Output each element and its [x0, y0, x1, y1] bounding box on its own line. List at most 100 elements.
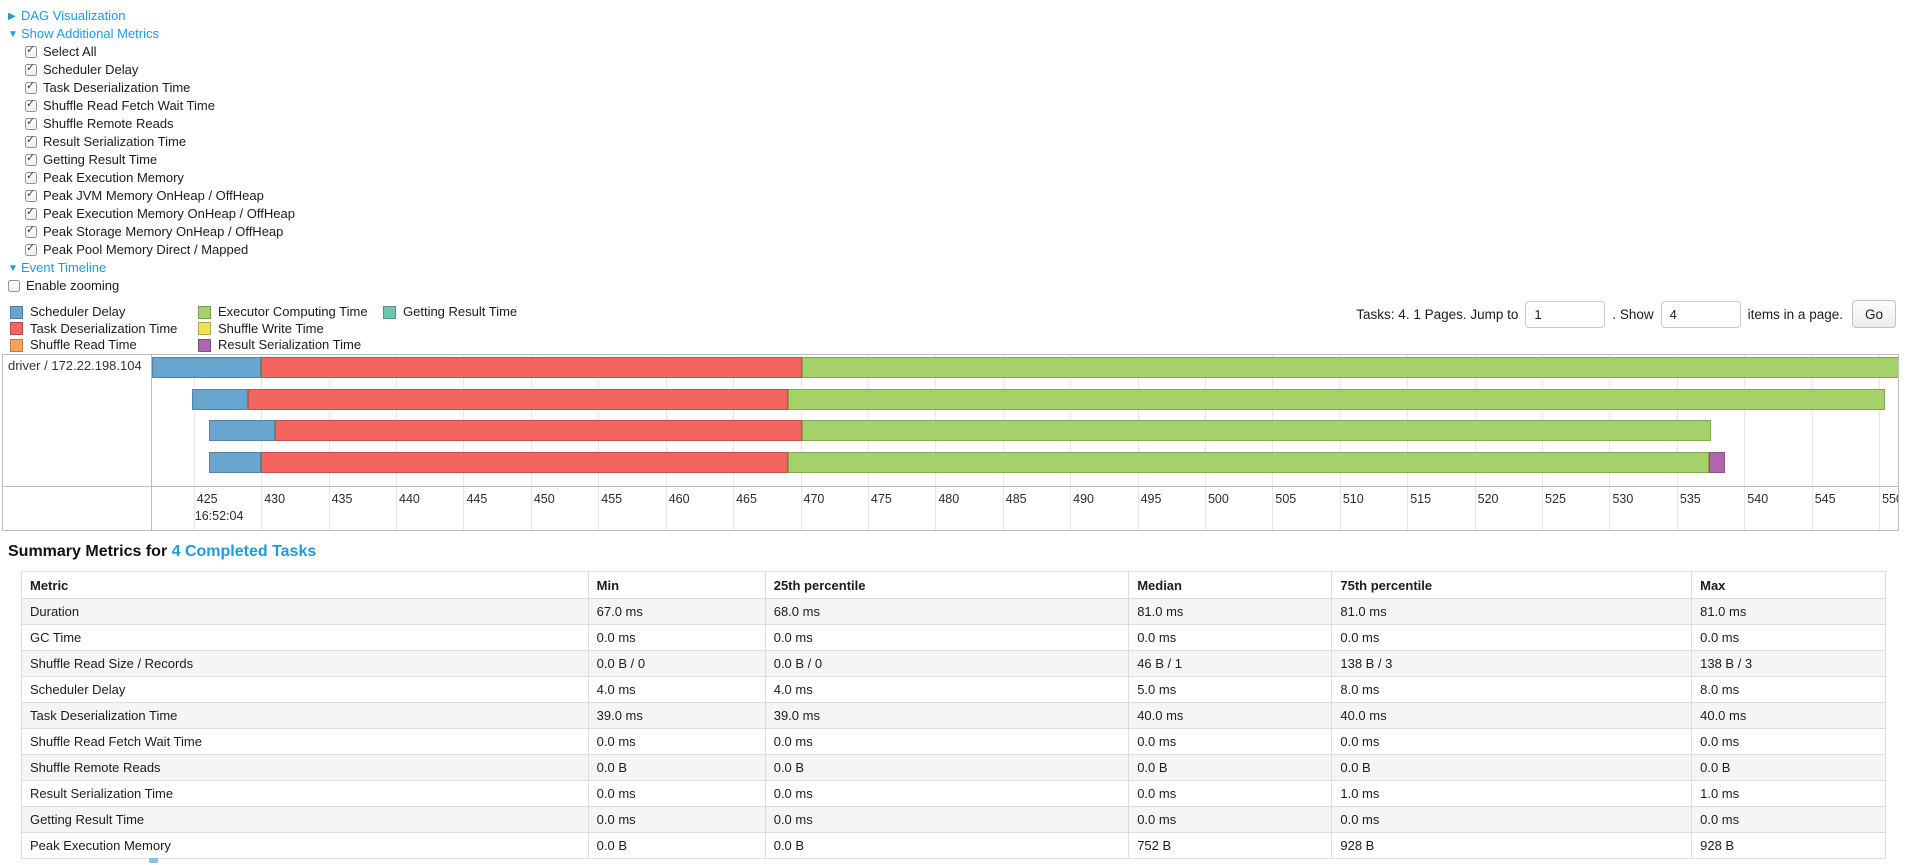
metric-value-cell: 0.0 B — [587, 832, 766, 859]
metric-value-cell: 5.0 ms — [1128, 676, 1333, 703]
task-bar-segment-scheduler-delay[interactable] — [208, 452, 262, 474]
metric-checkbox-label: Select All — [43, 44, 97, 59]
axis-tick-label: 485 — [1005, 492, 1027, 506]
metric-checkbox-item[interactable]: ✓ Getting Result Time — [8, 151, 295, 169]
checkbox-checked-icon[interactable]: ✓ — [25, 169, 37, 184]
metric-checkbox-item[interactable]: ✓ Peak Storage Memory OnHeap / OffHeap — [8, 223, 295, 241]
go-button[interactable]: Go — [1851, 300, 1896, 328]
enable-zooming-row[interactable]: Enable zooming — [8, 277, 295, 295]
checkbox-checked-icon[interactable]: ✓ — [25, 133, 37, 148]
checkbox-checked-icon[interactable]: ✓ — [25, 43, 37, 58]
axis-tick-label: 470 — [803, 492, 825, 506]
legend-item: Shuffle Read Time — [10, 337, 198, 354]
event-timeline-chart: driver / 172.22.198.104 425 430 435 440 445 4… — [2, 354, 1899, 531]
metric-value-cell: 4.0 ms — [587, 676, 766, 703]
axis-tick-label: 520 — [1477, 492, 1499, 506]
task-bar-segment-executor-computing[interactable] — [801, 420, 1711, 442]
gridline — [1879, 355, 1881, 530]
metric-checkbox-label: Scheduler Delay — [43, 62, 139, 77]
metric-value-cell: 0.0 ms — [1691, 624, 1886, 651]
task-bar-segment-task-deserialization[interactable] — [261, 452, 789, 474]
metric-checkbox-item[interactable]: ✓ Peak Pool Memory Direct / Mapped — [8, 241, 295, 259]
summary-table-body: Duration 67.0 ms 68.0 ms 81.0 ms 81.0 ms 81.0… — [21, 598, 1886, 859]
checkbox-checked-icon[interactable]: ✓ — [25, 223, 37, 238]
table-row: Scheduler Delay 4.0 ms 4.0 ms 5.0 ms 8.0 ms 8… — [21, 676, 1886, 703]
metric-value-cell: 39.0 ms — [587, 702, 766, 729]
dag-visualization-toggle[interactable]: ▶ DAG Visualization — [8, 7, 295, 25]
checkbox-checked-icon[interactable]: ✓ — [25, 241, 37, 256]
task-bar-segment-scheduler-delay[interactable] — [208, 420, 275, 442]
metric-value-cell: 68.0 ms — [764, 598, 1130, 625]
metric-checkbox-item[interactable]: ✓ Scheduler Delay — [8, 61, 295, 79]
metric-checkbox-item[interactable]: ✓ Result Serialization Time — [8, 133, 295, 151]
metric-value-cell: 0.0 ms — [1128, 780, 1333, 807]
metric-checkbox-item[interactable]: ✓ Select All — [8, 43, 295, 61]
metric-value-cell: 8.0 ms — [1691, 676, 1886, 703]
metric-value-cell: 0.0 B — [1331, 754, 1693, 781]
jump-to-page-input[interactable] — [1525, 300, 1606, 328]
event-timeline-toggle[interactable]: ▼ Event Timeline — [8, 259, 295, 277]
task-bar-segment-task-deserialization[interactable] — [261, 357, 802, 378]
dag-visualization-link[interactable]: DAG Visualization — [21, 8, 126, 23]
checkbox-checked-icon[interactable]: ✓ — [25, 79, 37, 94]
metrics-checklist: ✓ Select All ✓ Scheduler Delay ✓ Task Deseria… — [8, 43, 295, 259]
task-bar-segment-result-serialization[interactable] — [1709, 452, 1726, 474]
legend-label: Shuffle Read Time — [30, 337, 137, 352]
task-bar-segment-task-deserialization[interactable] — [274, 420, 802, 442]
metric-checkbox-item[interactable]: ✓ Peak Execution Memory OnHeap / OffHeap — [8, 205, 295, 223]
table-row: Result Serialization Time 0.0 ms 0.0 ms 0.0… — [21, 780, 1886, 807]
metric-checkbox-item[interactable]: ✓ Task Deserialization Time — [8, 79, 295, 97]
legend-item: Getting Result Time — [383, 304, 517, 321]
metric-value-cell: 0.0 ms — [587, 780, 766, 807]
metric-checkbox-label: Peak Pool Memory Direct / Mapped — [43, 242, 249, 257]
metric-name-cell: Peak Execution Memory — [21, 832, 589, 859]
metric-checkbox-item[interactable]: ✓ Peak Execution Memory — [8, 169, 295, 187]
table-row: Duration 67.0 ms 68.0 ms 81.0 ms 81.0 ms 81.0… — [21, 598, 1886, 625]
metric-name-cell: Shuffle Remote Reads — [21, 754, 589, 781]
enable-zooming-checkbox[interactable] — [8, 280, 20, 292]
metric-checkbox-item[interactable]: ✓ Shuffle Read Fetch Wait Time — [8, 97, 295, 115]
task-bar-segment-scheduler-delay[interactable] — [152, 357, 262, 378]
checkbox-checked-icon[interactable]: ✓ — [25, 151, 37, 166]
completed-tasks-link[interactable]: 4 Completed Tasks — [171, 543, 317, 560]
show-additional-metrics-toggle[interactable]: ▼ Show Additional Metrics — [8, 25, 295, 43]
metric-value-cell: 81.0 ms — [1128, 598, 1333, 625]
task-bar-segment-executor-computing[interactable] — [788, 452, 1710, 474]
axis-tick-label: 435 — [331, 492, 353, 506]
axis-tick-label: 430 — [264, 492, 286, 506]
summary-metrics-table: Metric Min 25th percentile Median 75th perce… — [21, 571, 1886, 859]
enable-zooming-label: Enable zooming — [26, 278, 120, 293]
table-row: Task Deserialization Time 39.0 ms 39.0 ms 4… — [21, 702, 1886, 729]
show-additional-metrics-link[interactable]: Show Additional Metrics — [21, 26, 160, 41]
legend-label: Task Deserialization Time — [30, 320, 178, 336]
axis-tick-label: 450 — [533, 492, 555, 506]
checkbox-checked-icon[interactable]: ✓ — [25, 187, 37, 202]
checkbox-checked-icon[interactable]: ✓ — [25, 205, 37, 220]
checkbox-checked-icon[interactable]: ✓ — [25, 61, 37, 76]
metric-checkbox-item[interactable]: ✓ Peak JVM Memory OnHeap / OffHeap — [8, 187, 295, 205]
items-in-page-text: items in a page. — [1747, 306, 1843, 322]
metric-value-cell: 0.0 B / 0 — [764, 650, 1130, 677]
metric-checkbox-item[interactable]: ✓ Shuffle Remote Reads — [8, 115, 295, 133]
task-bar-segment-task-deserialization[interactable] — [247, 388, 789, 410]
metric-value-cell: 0.0 ms — [587, 806, 766, 833]
metric-name-cell: Duration — [21, 598, 589, 625]
gridline — [733, 355, 735, 530]
event-timeline-link[interactable]: Event Timeline — [21, 260, 107, 275]
checkbox-checked-icon[interactable]: ✓ — [25, 115, 37, 130]
timeline-grid — [152, 355, 1898, 530]
metric-value-cell: 0.0 ms — [1128, 624, 1333, 651]
legend-label: Scheduler Delay — [30, 304, 126, 319]
checkbox-checked-icon[interactable]: ✓ — [25, 97, 37, 112]
legend-swatch-icon — [198, 322, 211, 336]
gridline — [935, 355, 937, 530]
task-bar-segment-executor-computing[interactable] — [801, 357, 1898, 378]
tasks-count-text: Tasks: 4. 1 Pages. Jump to — [1356, 306, 1519, 322]
axis-tick-label: 445 — [466, 492, 488, 506]
items-per-page-input[interactable] — [1660, 300, 1741, 328]
legend-item: Result Serialization Time — [198, 337, 383, 354]
executor-row-label: driver / 172.22.198.104 — [3, 355, 152, 530]
task-bar-segment-scheduler-delay[interactable] — [192, 388, 248, 410]
summary-header-row: Metric Min 25th percentile Median 75th perce… — [21, 571, 1886, 599]
task-bar-segment-executor-computing[interactable] — [788, 388, 1885, 410]
